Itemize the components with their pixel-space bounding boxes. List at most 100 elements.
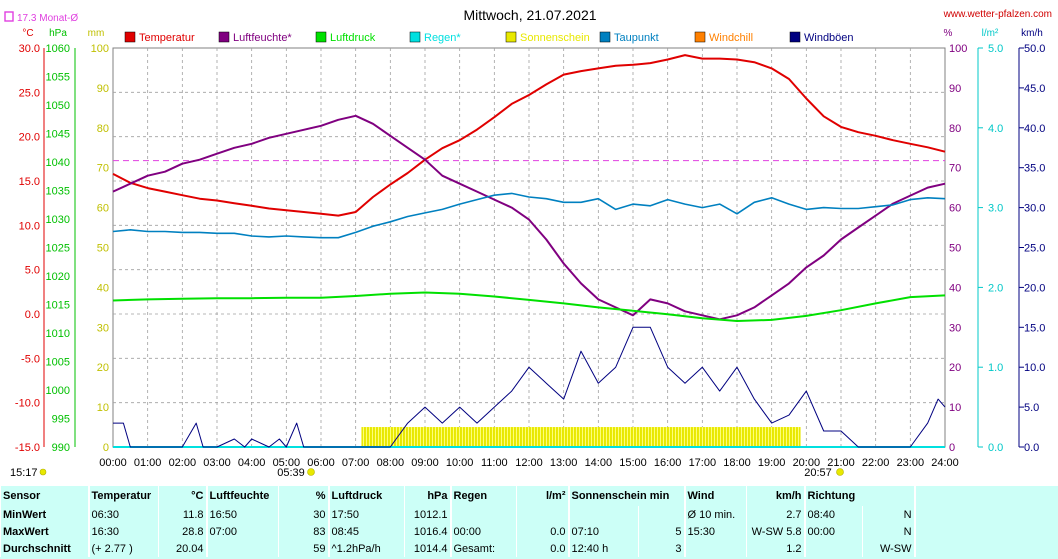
axis-wind-tick: 40.0 bbox=[1024, 123, 1045, 135]
sunshine-bar bbox=[361, 427, 801, 447]
axis-humidity-tick: 0 bbox=[949, 442, 955, 454]
stats-temp-time: 16:30 bbox=[87, 523, 159, 540]
axis-pressure-tick: 990 bbox=[52, 442, 70, 454]
stats-hum-value: 30 bbox=[278, 506, 329, 523]
stats-header-hum: Luftfeuchte bbox=[205, 486, 279, 506]
axis-humidity-tick: 100 bbox=[949, 43, 967, 55]
legend-label: Sonnenschein bbox=[520, 32, 590, 44]
legend-swatch-icon bbox=[694, 31, 706, 43]
axis-humidity-tick: 60 bbox=[949, 203, 961, 215]
legend-label: Luftfeuchte* bbox=[233, 32, 292, 44]
statistics-table: Sensor Temperatur °C Luftfeuchte % Luftd… bbox=[0, 486, 1058, 559]
axis-mm-tick: 100 bbox=[91, 43, 109, 55]
axis-humidity-tick: 70 bbox=[949, 163, 961, 175]
x-tick-label: 10:00 bbox=[446, 457, 474, 469]
legend-label: Windböen bbox=[804, 32, 854, 44]
axis-pressure-tick: 1010 bbox=[46, 328, 70, 340]
axis-mm-tick: 50 bbox=[97, 243, 109, 255]
legend-label: Taupunkt bbox=[614, 32, 659, 44]
axis-mm-tick: 20 bbox=[97, 362, 109, 374]
axis-pressure-tick: 995 bbox=[52, 414, 70, 426]
axis-rain-tick: 2.0 bbox=[988, 282, 1003, 294]
stats-dir-value: N bbox=[862, 523, 915, 540]
axis-temperature-tick: 30.0 bbox=[19, 43, 40, 55]
stats-rain-time: Gesamt: bbox=[449, 540, 517, 557]
stats-hum-time: 16:50 bbox=[205, 506, 279, 523]
unit-mm: mm bbox=[88, 28, 105, 39]
axis-pressure-tick: 1030 bbox=[46, 214, 70, 226]
axis-pressure-tick: 1000 bbox=[46, 385, 70, 397]
axis-temperature-tick: -15.0 bbox=[15, 442, 40, 454]
chart-title: Mittwoch, 21.07.2021 bbox=[463, 7, 596, 23]
x-tick-label: 17:00 bbox=[689, 457, 717, 469]
legend-label: Luftdruck bbox=[330, 32, 376, 44]
legend-swatch-icon bbox=[218, 31, 230, 43]
stats-row-min: MinWert 06:30 11.8 16:50 30 17:50 1012.1… bbox=[0, 506, 1058, 523]
x-tick-label: 16:00 bbox=[654, 457, 682, 469]
stats-press-value: 1012.1 bbox=[404, 506, 451, 523]
legend-swatch-icon bbox=[315, 31, 327, 43]
stats-row-label: Durchschnitt bbox=[0, 540, 89, 557]
stats-rain-time: 00:00 bbox=[449, 523, 517, 540]
axis-temperature-tick: 20.0 bbox=[19, 132, 40, 144]
x-tick-label: 12:00 bbox=[515, 457, 543, 469]
series-line-luftfeuchte bbox=[112, 114, 946, 321]
stats-header-temp: Temperatur bbox=[87, 486, 159, 506]
stats-sun-value bbox=[637, 506, 685, 523]
series-line-luftdruck bbox=[112, 291, 946, 322]
axis-pressure-tick: 1020 bbox=[46, 271, 70, 283]
stats-press-time: 08:45 bbox=[327, 523, 405, 540]
stats-rain-time bbox=[449, 506, 517, 523]
axis-temperature-tick: 0.0 bbox=[25, 309, 40, 321]
legend-label: Temperatur bbox=[139, 32, 195, 44]
stats-header-row: Sensor Temperatur °C Luftfeuchte % Luftd… bbox=[0, 486, 1058, 506]
stats-header-press: Luftdruck bbox=[327, 486, 405, 506]
axis-humidity-tick: 20 bbox=[949, 362, 961, 374]
axis-wind-tick: 50.0 bbox=[1024, 43, 1045, 55]
axis-mm-tick: 0 bbox=[103, 442, 109, 454]
unit-humidity: % bbox=[944, 28, 953, 39]
axis-humidity-tick: 40 bbox=[949, 282, 961, 294]
x-tick-label: 04:00 bbox=[238, 457, 266, 469]
stats-rain-value: 0.0 bbox=[516, 523, 569, 540]
stats-dir-value: W-SW bbox=[862, 540, 915, 557]
x-tick-label: 11:00 bbox=[481, 457, 508, 469]
axis-wind-tick: 20.0 bbox=[1024, 282, 1045, 294]
stats-spacer bbox=[913, 540, 1058, 557]
stats-dir-time: 08:40 bbox=[803, 506, 863, 523]
series-line-temperatur bbox=[112, 54, 946, 217]
time-label: 15:17 bbox=[10, 467, 38, 479]
stats-wind-label bbox=[683, 540, 747, 557]
axis-mm-tick: 10 bbox=[97, 402, 109, 414]
x-tick-label: 09:00 bbox=[411, 457, 439, 469]
legend-label: Windchill bbox=[709, 32, 753, 44]
stats-hum-time: 07:00 bbox=[205, 523, 279, 540]
stats-header-rain-unit: l/m² bbox=[516, 486, 569, 506]
x-tick-label: 02:00 bbox=[169, 457, 197, 469]
site-url: www.wetter-pfalzen.com bbox=[943, 9, 1052, 20]
axis-rain-tick: 4.0 bbox=[988, 123, 1003, 135]
legend-label: Regen* bbox=[424, 32, 461, 44]
axis-mm-tick: 80 bbox=[97, 123, 109, 135]
stats-press-time: ^1.2hPa/h bbox=[327, 540, 405, 557]
sunrise-sun-icon bbox=[307, 468, 315, 476]
axis-wind-tick: 35.0 bbox=[1024, 163, 1045, 175]
stats-header-sensor: Sensor bbox=[0, 486, 89, 506]
axis-temperature-tick: -10.0 bbox=[15, 398, 40, 410]
stats-temp-value: 11.8 bbox=[158, 506, 207, 523]
stats-header-rain: Regen bbox=[449, 486, 517, 506]
axis-wind-tick: 45.0 bbox=[1024, 83, 1045, 95]
axis-wind-tick: 15.0 bbox=[1024, 322, 1045, 334]
legend-swatch-icon bbox=[789, 31, 801, 43]
axis-wind-tick: 5.0 bbox=[1024, 402, 1039, 414]
unit-pressure: hPa bbox=[49, 28, 67, 39]
legend-swatch-icon bbox=[505, 31, 517, 43]
stats-wind-label: Ø 10 min. bbox=[683, 506, 747, 523]
stats-spacer bbox=[913, 523, 1058, 540]
axis-temperature-tick: 25.0 bbox=[19, 87, 40, 99]
stats-press-value: 1016.4 bbox=[404, 523, 451, 540]
stats-header-direction: Richtung bbox=[803, 486, 915, 506]
stats-header-sun: Sonnenschein min bbox=[567, 486, 685, 506]
axis-humidity-tick: 50 bbox=[949, 243, 961, 255]
x-tick-label: 08:00 bbox=[377, 457, 405, 469]
